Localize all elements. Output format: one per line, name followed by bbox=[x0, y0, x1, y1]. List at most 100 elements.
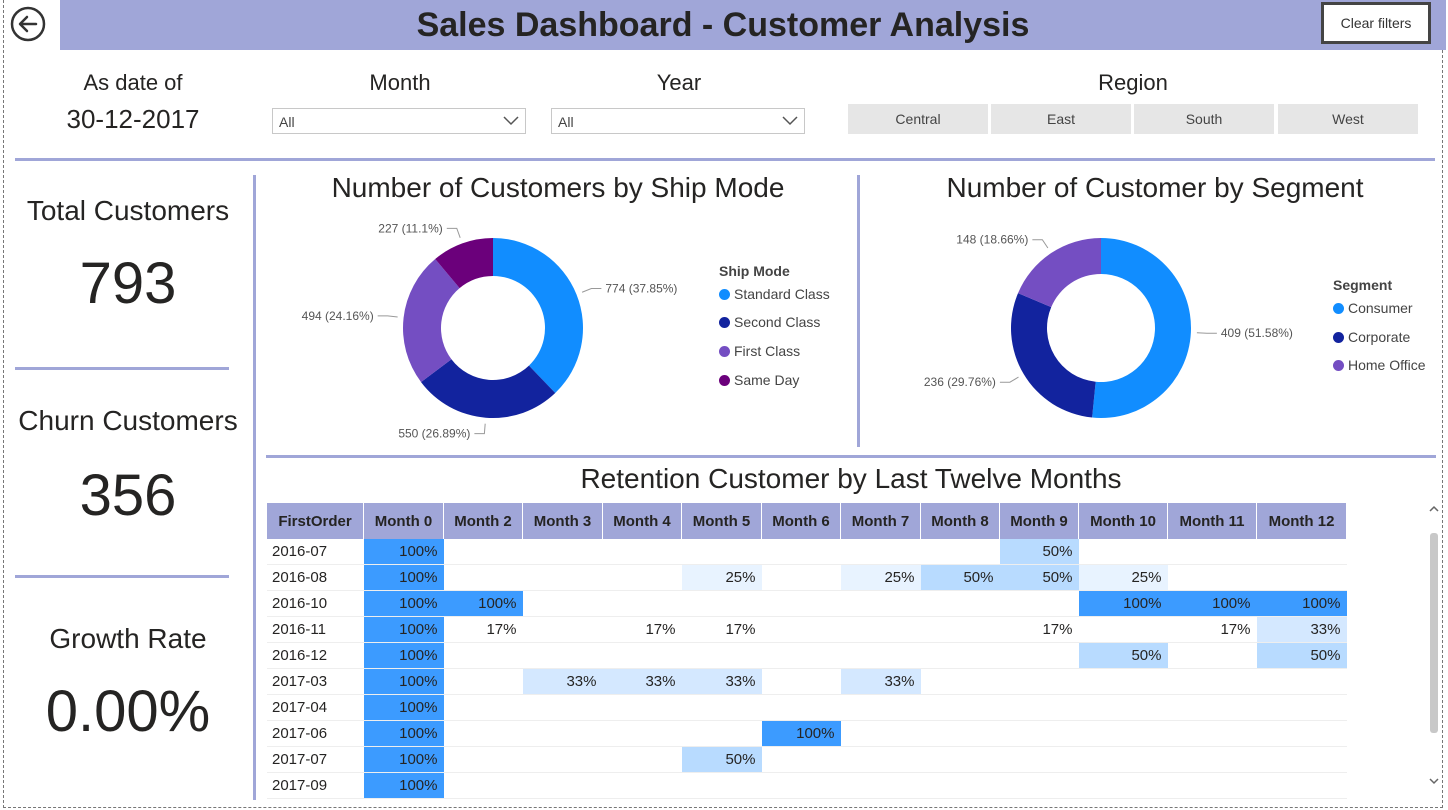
column-header-month-8[interactable]: Month 8 bbox=[920, 503, 1000, 539]
retention-cell bbox=[522, 616, 603, 643]
legend-item-same-day[interactable]: Same Day bbox=[719, 372, 799, 388]
page-frame bbox=[3, 0, 1443, 808]
region-button-east[interactable]: East bbox=[991, 104, 1131, 134]
retention-cell bbox=[1167, 746, 1257, 773]
retention-cell bbox=[1167, 720, 1257, 747]
retention-cell bbox=[522, 720, 603, 747]
churn-customers-label: Churn Customers bbox=[18, 405, 238, 436]
retention-cell bbox=[522, 746, 603, 773]
retention-cell: 100% bbox=[1256, 590, 1347, 617]
back-arrow-icon[interactable] bbox=[10, 6, 46, 42]
retention-cell bbox=[761, 746, 841, 773]
retention-cell bbox=[840, 590, 921, 617]
column-header-firstorder[interactable]: FirstOrder bbox=[267, 503, 364, 539]
retention-cell: 100% bbox=[363, 539, 444, 565]
retention-cell: 33% bbox=[602, 668, 682, 695]
retention-cell bbox=[840, 616, 921, 643]
legend-item-home-office[interactable]: Home Office bbox=[1333, 357, 1426, 373]
retention-cell bbox=[999, 746, 1079, 773]
slice-first-class[interactable] bbox=[403, 259, 460, 383]
data-label: 774 (37.85%) bbox=[605, 282, 677, 296]
retention-cell: 17% bbox=[602, 616, 682, 643]
retention-cell: 17% bbox=[443, 616, 523, 643]
clear-filters-button[interactable]: Clear filters bbox=[1321, 2, 1431, 44]
slice-corporate[interactable] bbox=[1011, 293, 1096, 418]
year-dropdown[interactable]: All bbox=[551, 108, 805, 134]
retention-cell bbox=[1256, 720, 1347, 747]
legend-item-second-class[interactable]: Second Class bbox=[719, 314, 820, 330]
column-header-month-10[interactable]: Month 10 bbox=[1078, 503, 1168, 539]
first-order-cell: 2017-09 bbox=[267, 772, 364, 799]
month-dropdown[interactable]: All bbox=[272, 108, 526, 134]
retention-cell bbox=[681, 539, 762, 565]
retention-cell bbox=[681, 720, 762, 747]
region-button-west[interactable]: West bbox=[1278, 104, 1418, 134]
retention-cell: 50% bbox=[999, 564, 1079, 591]
data-label: 236 (29.76%) bbox=[924, 375, 996, 389]
legend-item-consumer[interactable]: Consumer bbox=[1333, 300, 1413, 316]
column-header-month-4[interactable]: Month 4 bbox=[602, 503, 682, 539]
retention-cell: 25% bbox=[681, 564, 762, 591]
retention-cell bbox=[602, 746, 682, 773]
retention-cell bbox=[1256, 668, 1347, 695]
retention-cell bbox=[522, 772, 603, 799]
retention-cell bbox=[522, 539, 603, 565]
legend-item-first-class[interactable]: First Class bbox=[719, 343, 800, 359]
leader-line bbox=[377, 315, 398, 318]
retention-cell: 17% bbox=[999, 616, 1079, 643]
retention-cell bbox=[999, 668, 1079, 695]
region-button-central[interactable]: Central bbox=[848, 104, 988, 134]
retention-cell bbox=[761, 616, 841, 643]
column-header-month-0[interactable]: Month 0 bbox=[363, 503, 444, 539]
total-customers-label: Total Customers bbox=[26, 195, 230, 226]
retention-cell bbox=[920, 772, 1000, 799]
chevron-down-icon bbox=[503, 116, 519, 126]
retention-cell: 25% bbox=[1078, 564, 1168, 591]
retention-cell bbox=[1256, 564, 1347, 591]
retention-cell: 100% bbox=[443, 590, 523, 617]
slice-consumer[interactable] bbox=[1092, 238, 1191, 418]
retention-cell bbox=[1167, 772, 1257, 799]
column-header-month-12[interactable]: Month 12 bbox=[1256, 503, 1347, 539]
table-divider bbox=[266, 455, 1436, 458]
legend-item-corporate[interactable]: Corporate bbox=[1333, 329, 1410, 345]
retention-cell bbox=[443, 772, 523, 799]
retention-cell: 100% bbox=[1167, 590, 1257, 617]
retention-table: FirstOrder Month 0 Month 2 Month 3 Month 4 Mo… bbox=[267, 503, 1347, 799]
column-header-month-5[interactable]: Month 5 bbox=[681, 503, 762, 539]
data-label: 409 (51.58%) bbox=[1221, 326, 1293, 340]
retention-cell bbox=[522, 564, 603, 591]
retention-cell bbox=[1078, 668, 1168, 695]
retention-cell bbox=[681, 642, 762, 669]
header-divider bbox=[15, 158, 1435, 161]
retention-cell: 100% bbox=[363, 642, 444, 669]
retention-cell bbox=[522, 642, 603, 669]
legend-item-standard-class[interactable]: Standard Class bbox=[719, 286, 830, 302]
as-date-label: As date of bbox=[83, 70, 183, 95]
first-order-cell: 2016-07 bbox=[267, 539, 364, 565]
table-scrollbar[interactable] bbox=[1427, 503, 1441, 793]
slice-home-office[interactable] bbox=[1018, 238, 1101, 308]
retention-cell: 100% bbox=[363, 694, 444, 721]
table-row: 2016-07 100% 50% bbox=[267, 539, 1347, 565]
retention-cell: 100% bbox=[363, 772, 444, 799]
column-header-month-9[interactable]: Month 9 bbox=[999, 503, 1079, 539]
column-header-month-11[interactable]: Month 11 bbox=[1167, 503, 1257, 539]
slice-same-day[interactable] bbox=[435, 238, 493, 289]
slice-second-class[interactable] bbox=[421, 359, 556, 418]
retention-cell bbox=[761, 694, 841, 721]
retention-cell bbox=[681, 694, 762, 721]
ship-mode-legend-title: Ship Mode bbox=[719, 263, 790, 279]
column-header-month-6[interactable]: Month 6 bbox=[761, 503, 841, 539]
retention-cell: 50% bbox=[920, 564, 1000, 591]
table-row: 2017-04 100% bbox=[267, 694, 1347, 721]
retention-cell bbox=[1167, 642, 1257, 669]
retention-cell bbox=[443, 642, 523, 669]
column-header-month-7[interactable]: Month 7 bbox=[840, 503, 921, 539]
column-header-month-2[interactable]: Month 2 bbox=[443, 503, 523, 539]
column-header-month-3[interactable]: Month 3 bbox=[522, 503, 603, 539]
first-order-cell: 2016-11 bbox=[267, 616, 364, 643]
chevron-down-icon bbox=[782, 116, 798, 126]
slice-standard-class[interactable] bbox=[493, 238, 583, 394]
region-button-south[interactable]: South bbox=[1134, 104, 1274, 134]
